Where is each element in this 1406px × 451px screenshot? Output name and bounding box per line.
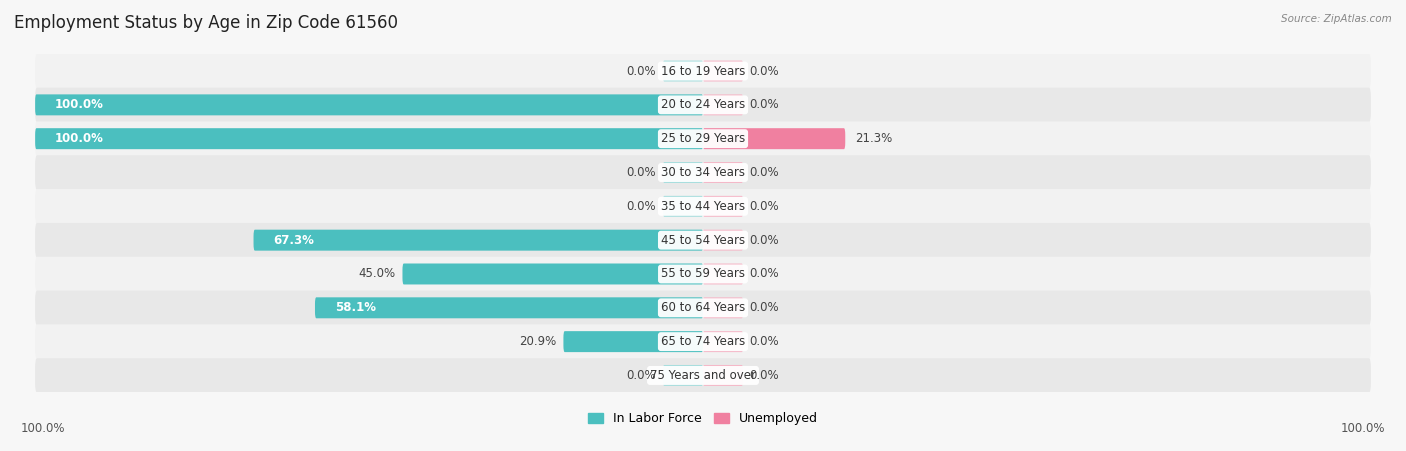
FancyBboxPatch shape: [35, 94, 703, 115]
FancyBboxPatch shape: [35, 128, 703, 149]
FancyBboxPatch shape: [402, 263, 703, 285]
Text: 16 to 19 Years: 16 to 19 Years: [661, 64, 745, 78]
FancyBboxPatch shape: [35, 290, 1371, 325]
Legend: In Labor Force, Unemployed: In Labor Force, Unemployed: [583, 407, 823, 430]
FancyBboxPatch shape: [703, 263, 742, 285]
Text: 45.0%: 45.0%: [359, 267, 395, 281]
Text: 0.0%: 0.0%: [749, 200, 779, 213]
Text: 0.0%: 0.0%: [749, 98, 779, 111]
Text: Source: ZipAtlas.com: Source: ZipAtlas.com: [1281, 14, 1392, 23]
FancyBboxPatch shape: [564, 331, 703, 352]
Text: 0.0%: 0.0%: [749, 301, 779, 314]
Text: 100.0%: 100.0%: [55, 98, 104, 111]
FancyBboxPatch shape: [35, 87, 1371, 122]
FancyBboxPatch shape: [703, 230, 742, 251]
FancyBboxPatch shape: [35, 121, 1371, 156]
FancyBboxPatch shape: [703, 365, 742, 386]
Text: 0.0%: 0.0%: [749, 335, 779, 348]
FancyBboxPatch shape: [703, 297, 742, 318]
Text: 0.0%: 0.0%: [627, 64, 657, 78]
Text: 100.0%: 100.0%: [21, 422, 66, 435]
Text: 21.3%: 21.3%: [855, 132, 893, 145]
Text: 30 to 34 Years: 30 to 34 Years: [661, 166, 745, 179]
Text: 100.0%: 100.0%: [1340, 422, 1385, 435]
Text: 35 to 44 Years: 35 to 44 Years: [661, 200, 745, 213]
Text: 75 Years and over: 75 Years and over: [650, 369, 756, 382]
FancyBboxPatch shape: [253, 230, 703, 251]
Text: 0.0%: 0.0%: [749, 267, 779, 281]
FancyBboxPatch shape: [662, 196, 703, 217]
Text: 60 to 64 Years: 60 to 64 Years: [661, 301, 745, 314]
FancyBboxPatch shape: [35, 358, 1371, 393]
FancyBboxPatch shape: [35, 155, 1371, 190]
Text: 100.0%: 100.0%: [55, 132, 104, 145]
Text: Employment Status by Age in Zip Code 61560: Employment Status by Age in Zip Code 615…: [14, 14, 398, 32]
Text: 58.1%: 58.1%: [335, 301, 375, 314]
FancyBboxPatch shape: [703, 60, 742, 82]
FancyBboxPatch shape: [35, 257, 1371, 291]
Text: 0.0%: 0.0%: [749, 64, 779, 78]
Text: 0.0%: 0.0%: [749, 369, 779, 382]
Text: 0.0%: 0.0%: [627, 166, 657, 179]
FancyBboxPatch shape: [703, 196, 742, 217]
FancyBboxPatch shape: [703, 162, 742, 183]
Text: 0.0%: 0.0%: [627, 369, 657, 382]
FancyBboxPatch shape: [662, 60, 703, 82]
FancyBboxPatch shape: [315, 297, 703, 318]
Text: 20.9%: 20.9%: [519, 335, 557, 348]
FancyBboxPatch shape: [662, 365, 703, 386]
FancyBboxPatch shape: [703, 128, 845, 149]
FancyBboxPatch shape: [35, 223, 1371, 258]
Text: 45 to 54 Years: 45 to 54 Years: [661, 234, 745, 247]
Text: 55 to 59 Years: 55 to 59 Years: [661, 267, 745, 281]
FancyBboxPatch shape: [662, 162, 703, 183]
FancyBboxPatch shape: [703, 94, 742, 115]
FancyBboxPatch shape: [35, 324, 1371, 359]
Text: 20 to 24 Years: 20 to 24 Years: [661, 98, 745, 111]
Text: 0.0%: 0.0%: [627, 200, 657, 213]
FancyBboxPatch shape: [35, 54, 1371, 88]
Text: 65 to 74 Years: 65 to 74 Years: [661, 335, 745, 348]
FancyBboxPatch shape: [703, 331, 742, 352]
FancyBboxPatch shape: [35, 189, 1371, 224]
Text: 0.0%: 0.0%: [749, 166, 779, 179]
Text: 67.3%: 67.3%: [274, 234, 315, 247]
Text: 0.0%: 0.0%: [749, 234, 779, 247]
Text: 25 to 29 Years: 25 to 29 Years: [661, 132, 745, 145]
